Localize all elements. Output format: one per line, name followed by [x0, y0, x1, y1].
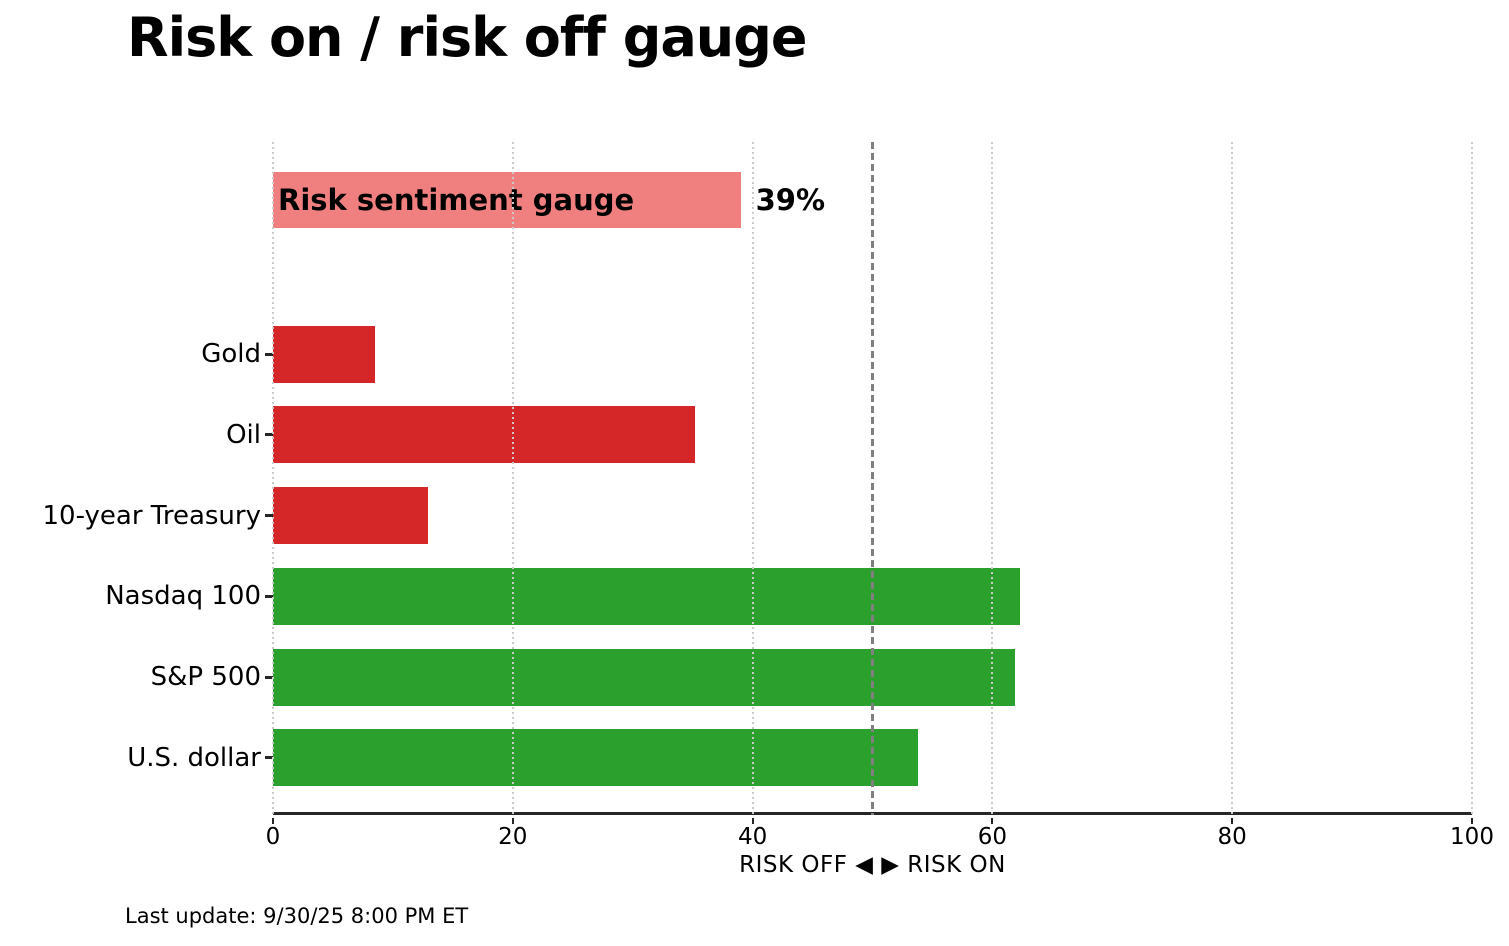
x-tick-label-100: 100	[1450, 824, 1494, 850]
y-label-gold: Gold	[201, 339, 261, 369]
y-label-nasdaq-100: Nasdaq 100	[105, 581, 261, 612]
x-axis-tick-80	[1231, 818, 1234, 824]
gauge-value-label: 39%	[755, 183, 826, 217]
y-tick-gold	[265, 352, 274, 356]
y-label-s-p-500: S&P 500	[150, 662, 261, 692]
gridline-60	[991, 142, 994, 815]
x-axis-tick-100	[1471, 818, 1473, 824]
x-axis-tick-20	[511, 818, 514, 824]
bar-s-p-500	[273, 648, 1016, 706]
x-axis-tick-60	[991, 818, 994, 824]
gridline-100	[1471, 142, 1473, 815]
x-axis-tick-0	[272, 818, 274, 824]
plot-area: Risk sentiment gauge 39%	[272, 142, 1473, 815]
x-tick-label-80: 80	[1217, 824, 1247, 850]
bar-oil	[273, 406, 696, 464]
y-tick-s-p-500	[265, 675, 274, 679]
gridline-40	[751, 142, 754, 815]
y-tick-nasdaq-100	[265, 594, 274, 598]
y-tick-oil	[265, 433, 274, 437]
x-tick-label-0: 0	[265, 824, 281, 850]
y-tick-u-s-dollar	[265, 756, 274, 760]
gridline-0	[272, 142, 274, 815]
x-tick-label-20: 20	[498, 824, 528, 850]
y-label-u-s-dollar: U.S. dollar	[127, 742, 261, 773]
y-label-10-year-treasury: 10-year Treasury	[42, 500, 262, 531]
x-axis-tick-40	[751, 818, 754, 824]
y-label-oil: Oil	[226, 419, 261, 450]
bar-10-year-treasury	[273, 487, 428, 544]
gridline-20	[511, 142, 514, 815]
y-tick-10-year-treasury	[265, 514, 274, 517]
x-axis-label: RISK OFF ◀ ▶ RISK ON	[739, 852, 1006, 878]
x-tick-label-40: 40	[737, 824, 768, 850]
chart-title: Risk on / risk off gauge	[127, 6, 808, 69]
gridline-80	[1231, 142, 1234, 815]
gauge-bar: Risk sentiment gauge	[273, 172, 741, 228]
reference-line-50	[871, 142, 874, 815]
x-tick-label-60: 60	[977, 824, 1008, 850]
last-update-note: Last update: 9/30/25 8:00 PM ET	[125, 904, 469, 928]
bar-u-s-dollar	[273, 729, 919, 787]
bar-gold	[273, 325, 375, 383]
gauge-bar-label: Risk sentiment gauge	[278, 183, 635, 217]
bar-nasdaq-100	[273, 567, 1020, 625]
